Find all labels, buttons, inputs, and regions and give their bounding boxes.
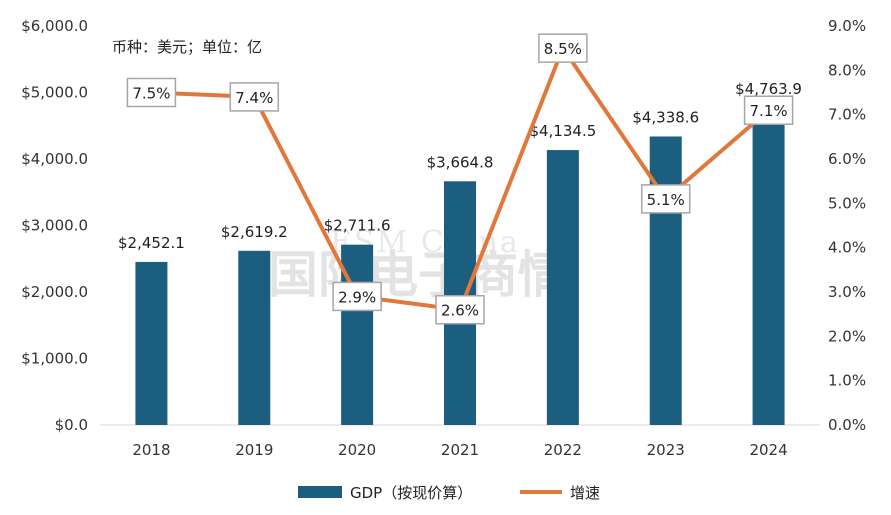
growth-point-label: 2.6% [435, 294, 485, 325]
gdp-bar [546, 150, 579, 425]
growth-label-box [743, 95, 794, 125]
right-tick-label: 6.0% [828, 150, 866, 168]
right-tick-label: 3.0% [828, 283, 866, 301]
gdp-bar-value-label: $2,711.6 [324, 217, 391, 235]
x-tick-label: 2018 [132, 441, 170, 459]
growth-value-label: 2.9% [338, 288, 376, 306]
right-tick-label: 1.0% [828, 372, 866, 390]
growth-value-label: 7.1% [750, 102, 788, 120]
growth-value-label: 7.4% [235, 89, 273, 107]
legend-growth-label: 增速 [570, 484, 600, 502]
growth-label-box [332, 281, 382, 312]
growth-point-label: 5.1% [640, 184, 691, 214]
growth-label-box [435, 294, 485, 325]
left-tick-label: $1,000.0 [21, 350, 88, 368]
growth-point-label: 7.1% [743, 95, 794, 125]
right-tick-label: 7.0% [828, 106, 866, 124]
right-tick-label: 4.0% [828, 239, 866, 257]
watermark-chinese: 国际电子商情 [268, 246, 568, 304]
left-tick-label: $6,000.0 [21, 17, 88, 35]
legend-gdp-label: GDP（按现价算） [350, 484, 472, 502]
gdp-bar-value-label: $4,763.9 [735, 80, 802, 98]
growth-value-label: 5.1% [647, 191, 685, 209]
right-tick-label: 5.0% [828, 194, 866, 212]
left-tick-label: $5,000.0 [21, 84, 88, 102]
currency-unit-note: 币种：美元；单位：亿 [112, 38, 262, 56]
x-tick-label: 2020 [338, 441, 376, 459]
right-tick-label: 9.0% [828, 17, 866, 35]
growth-point-label: 7.5% [126, 77, 177, 108]
growth-value-label: 2.6% [441, 302, 479, 320]
gdp-bar [752, 108, 785, 425]
left-tick-label: $2,000.0 [21, 283, 88, 301]
growth-label-box [640, 184, 691, 214]
left-tick-label: $4,000.0 [21, 150, 88, 168]
left-tick-label: $0.0 [55, 416, 88, 434]
gdp-bar-labels: $2,452.1 $2,619.2 $2,711.6 $3,664.8 $4,134.5… [118, 80, 802, 252]
gdp-bar-value-label: $4,134.5 [529, 122, 596, 140]
gdp-bar-value-label: $4,338.6 [632, 108, 699, 126]
x-tick-label: 2022 [544, 441, 582, 459]
x-axis: 2018 2019 2020 2021 2022 2023 2024 [100, 424, 820, 459]
x-tick-label: 2019 [235, 441, 273, 459]
left-tick-label: $3,000.0 [21, 217, 88, 235]
x-tick-label: 2024 [749, 441, 787, 459]
growth-value-label: 7.5% [132, 85, 170, 103]
growth-label-box [538, 33, 588, 63]
growth-value-label: 8.5% [544, 40, 582, 58]
right-tick-label: 0.0% [828, 416, 866, 434]
growth-label-box [229, 82, 280, 112]
right-tick-label: 2.0% [828, 327, 866, 345]
legend-gdp-swatch [298, 486, 342, 498]
watermark: ESM China 国际电子商情 [268, 225, 568, 304]
growth-point-labels: 7.5% 7.4% 2.9% 2.6% 8.5% 5.1% 7.1% [126, 33, 794, 325]
growth-point-label: 2.9% [332, 281, 382, 312]
growth-label-box [126, 77, 177, 108]
gdp-bar [135, 261, 168, 425]
gdp-bar-value-label: $2,452.1 [118, 234, 185, 252]
right-tick-label: 8.0% [828, 61, 866, 79]
right-y-axis: 0.0% 1.0% 2.0% 3.0% 4.0% 5.0% 6.0% 7.0% 8.0% 9.0% [828, 17, 866, 434]
growth-point-label: 7.4% [229, 82, 280, 112]
gdp-bar-value-label: $3,664.8 [427, 153, 494, 171]
x-tick-label: 2021 [441, 441, 479, 459]
gdp-bar [238, 250, 271, 425]
x-tick-label: 2023 [647, 441, 685, 459]
left-y-axis: $0.0 $1,000.0 $2,000.0 $3,000.0 $4,000.0 $5,0… [21, 17, 88, 434]
legend: GDP（按现价算） 增速 [298, 484, 600, 502]
growth-point-label: 8.5% [538, 33, 588, 63]
gdp-bar-value-label: $2,619.2 [221, 223, 288, 241]
